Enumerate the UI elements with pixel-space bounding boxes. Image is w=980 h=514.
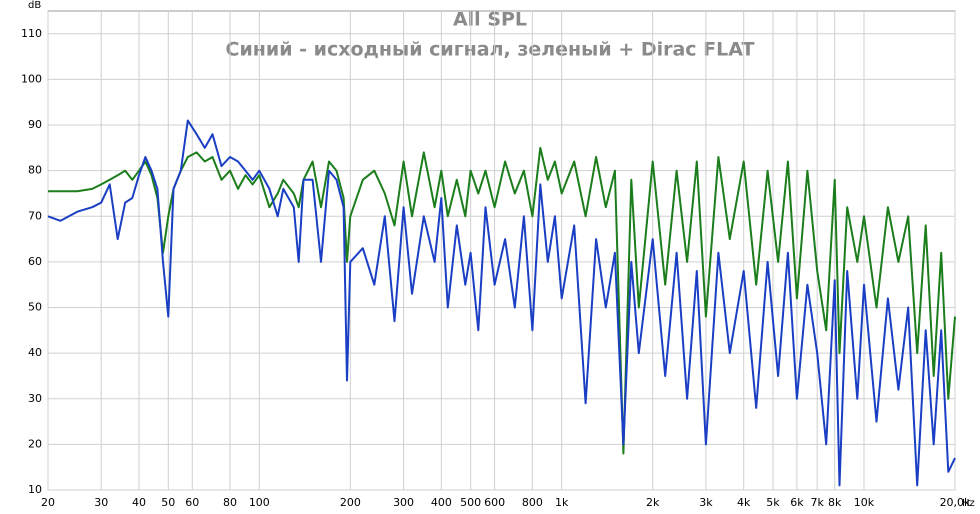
y-tick-label: 100 — [21, 72, 42, 85]
x-tick-label: 10k — [854, 496, 875, 509]
x-tick-label: 30 — [94, 496, 108, 509]
x-tick-label: 2k — [646, 496, 660, 509]
y-tick-label: 90 — [28, 118, 42, 131]
y-tick-label: 70 — [28, 209, 42, 222]
y-tick-label: 80 — [28, 164, 42, 177]
y-tick-label: 30 — [28, 392, 42, 405]
x-tick-label: 20,0k — [940, 496, 971, 509]
x-axis-unit: Hz — [962, 498, 975, 509]
x-tick-label: 100 — [249, 496, 270, 509]
x-tick-label: 3k — [699, 496, 713, 509]
x-tick-label: 800 — [522, 496, 543, 509]
y-tick-label: 10 — [28, 483, 42, 496]
x-tick-label: 600 — [484, 496, 505, 509]
x-tick-label: 60 — [185, 496, 199, 509]
x-tick-label: 400 — [431, 496, 452, 509]
y-tick-label: 20 — [28, 437, 42, 450]
x-tick-label: 7k — [810, 496, 824, 509]
y-tick-label: 60 — [28, 255, 42, 268]
x-tick-label: 500 — [460, 496, 481, 509]
x-tick-label: 4k — [737, 496, 751, 509]
chart-subtitle: Синий - исходный сигнал, зеленый + Dirac… — [226, 39, 755, 61]
x-tick-label: 200 — [340, 496, 361, 509]
x-tick-label: 5k — [766, 496, 780, 509]
x-tick-label: 1k — [555, 496, 569, 509]
x-tick-label: 50 — [161, 496, 175, 509]
x-tick-label: 300 — [393, 496, 414, 509]
y-tick-label: 110 — [21, 27, 42, 40]
x-tick-label: 20 — [41, 496, 55, 509]
x-tick-label: 6k — [790, 496, 804, 509]
x-tick-label: 40 — [132, 496, 146, 509]
series-line — [47, 119, 956, 487]
y-tick-label: 40 — [28, 346, 42, 359]
y-tick-label: 50 — [28, 301, 42, 314]
x-tick-label: 8k — [828, 496, 842, 509]
series-line — [48, 146, 956, 455]
y-axis-unit: dB — [28, 0, 41, 11]
chart-title: All SPL — [453, 9, 527, 31]
x-tick-label: 80 — [223, 496, 237, 509]
